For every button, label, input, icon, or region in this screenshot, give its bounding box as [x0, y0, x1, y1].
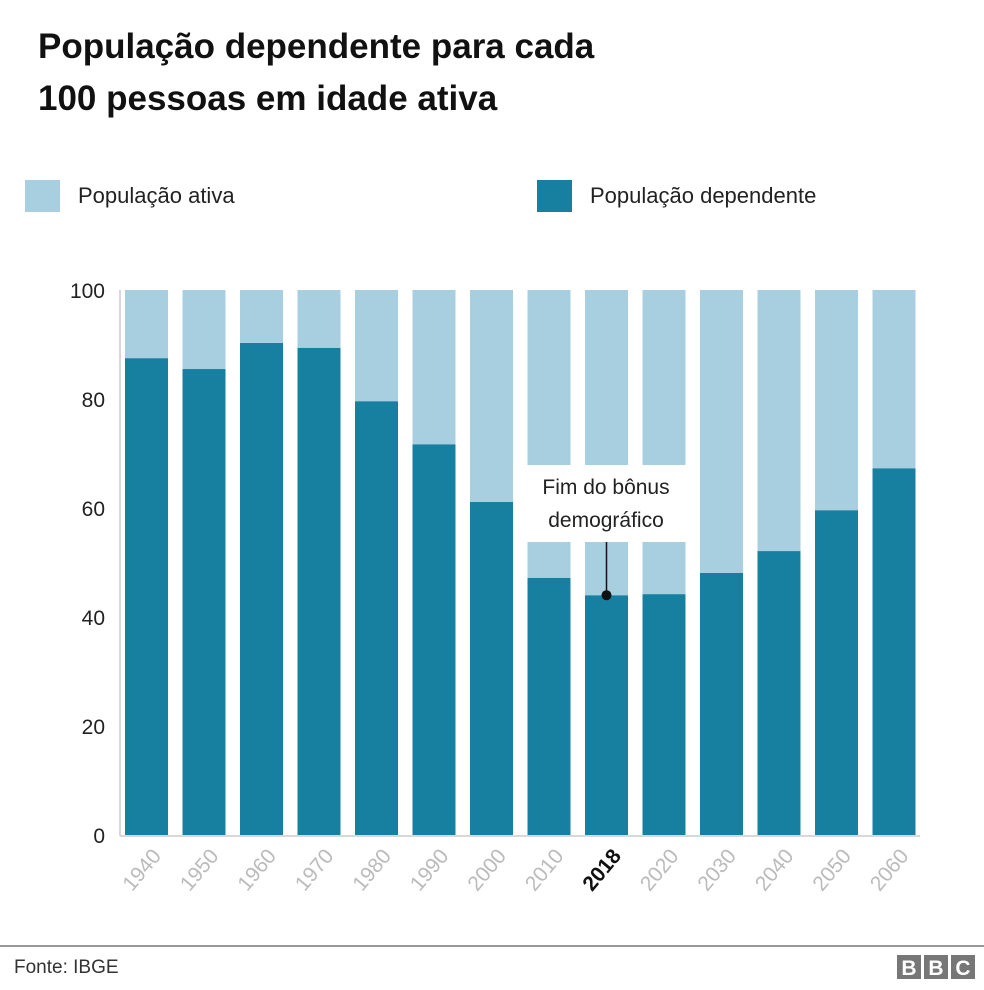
bar-segment-ativa-2020: [642, 290, 686, 595]
bar-segment-ativa-1940: [125, 290, 168, 359]
bar-segment-dependente-2060: [872, 468, 916, 835]
bar-segment-dependente-2018: [585, 595, 628, 835]
y-tick-label: 20: [82, 716, 105, 739]
y-tick-label: 40: [82, 607, 105, 630]
x-tick-label: 1960: [233, 845, 281, 896]
bar-segment-dependente-1960: [240, 342, 283, 835]
annotation-line-2: demográfico: [548, 509, 664, 532]
bar-segment-ativa-2000: [470, 290, 513, 503]
bar-segment-ativa-2050: [815, 290, 858, 511]
bbc-logo-box: [951, 955, 975, 979]
bar-segment-dependente-2020: [642, 594, 686, 835]
x-tick-label: 2018: [578, 845, 626, 896]
bar-segment-dependente-1980: [355, 401, 398, 835]
bar-segment-dependente-1940: [125, 358, 168, 835]
x-tick-label: 2060: [866, 845, 914, 896]
x-tick-label: 2010: [521, 845, 569, 896]
x-tick-label: 2030: [693, 845, 741, 896]
legend-swatch-ativa: [25, 180, 60, 212]
x-tick-label: 2020: [636, 845, 684, 896]
legend-label-ativa: População ativa: [78, 183, 235, 208]
bar-segment-ativa-2040: [757, 290, 801, 552]
bbc-logo-box: [897, 955, 921, 979]
annotation-line-1: Fim do bônus: [542, 476, 669, 499]
bar-segment-dependente-2040: [757, 551, 801, 835]
x-tick-label: 1970: [291, 845, 339, 896]
bar-segment-dependente-1970: [297, 347, 341, 835]
y-tick-label: 60: [82, 498, 105, 521]
bar-segment-dependente-2030: [700, 572, 743, 835]
x-tick-label: 2000: [463, 845, 511, 896]
bar-segment-ativa-1980: [355, 290, 398, 402]
x-tick-label: 1950: [176, 845, 224, 896]
source-note: Fonte: IBGE: [14, 957, 119, 978]
legend-label-dependente: População dependente: [590, 183, 816, 208]
bar-segment-ativa-2030: [700, 290, 743, 573]
chart-title-line-1: População dependente para cada: [38, 27, 595, 66]
bbc-logo-letter: B: [901, 957, 916, 980]
legend-swatch-dependente: [537, 180, 572, 212]
bar-segment-ativa-1990: [412, 290, 456, 445]
bar-segment-dependente-2010: [527, 577, 571, 835]
x-tick-label: 2040: [751, 845, 799, 896]
y-tick-label: 100: [70, 280, 105, 303]
bar-segment-ativa-1970: [297, 290, 341, 348]
bar-segment-ativa-2060: [872, 290, 916, 469]
bbc-logo-letter: B: [928, 957, 943, 980]
y-tick-label: 0: [93, 825, 105, 848]
x-tick-label: 1990: [406, 845, 454, 896]
bar-segment-dependente-1950: [182, 369, 226, 835]
bar-segment-dependente-2050: [815, 510, 858, 835]
bar-segment-dependente-2000: [470, 502, 513, 835]
bar-segment-ativa-1960: [240, 290, 283, 343]
chart-title-line-2: 100 pessoas em idade ativa: [38, 79, 498, 118]
annotation-pointer-dot: [601, 590, 612, 601]
y-tick-label: 80: [82, 389, 105, 412]
annotation-background: [515, 465, 695, 542]
x-tick-label: 1980: [348, 845, 396, 896]
x-tick-label: 2050: [808, 845, 856, 896]
bar-segment-ativa-1950: [182, 290, 226, 370]
bar-segment-dependente-1990: [412, 444, 456, 835]
bbc-logo-box: [924, 955, 948, 979]
bbc-logo-letter: C: [955, 957, 970, 980]
x-tick-label: 1940: [118, 845, 166, 896]
